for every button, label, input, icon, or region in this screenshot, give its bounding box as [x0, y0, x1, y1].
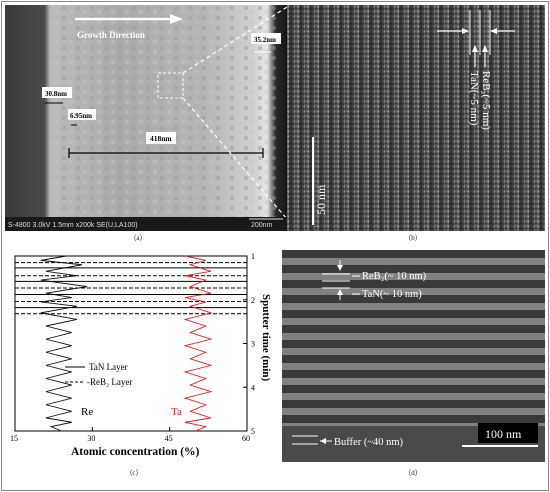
growth-arrow-icon [170, 14, 183, 24]
caption-c: （c） [125, 469, 143, 477]
scale-100nm: 100 nm [485, 427, 522, 441]
caption-d: （d） [404, 469, 422, 477]
panel-d-tem-image: ReB₂(~ 10 nm) TaN(~ 10 nm) Buffer (~40 n… [282, 250, 545, 462]
arrow-left-icon [490, 28, 497, 34]
buffer-arrow-icon [320, 438, 326, 444]
legend-tan: TaN Layer [89, 362, 128, 372]
scale-50nm: 50 nm [314, 184, 328, 215]
panel-c-chart: 15 30 45 60 1 2 3 4 5 TaN Layer -ReB₂ Layer Re T… [5, 249, 275, 463]
growth-direction-label: Growth Direction [77, 30, 145, 40]
y-tick-label: 5 [251, 427, 255, 436]
plot-area [14, 255, 248, 432]
arrow-right-icon [462, 28, 469, 34]
x-tick-label: 45 [165, 434, 173, 443]
measure-35-2: 35.2nm [254, 36, 276, 44]
label-tan-10nm: TaN(~ 10 nm) [362, 289, 422, 300]
scale-box [478, 423, 538, 443]
x-tick-label: 60 [242, 434, 250, 443]
y-tick-label: 2 [251, 296, 255, 305]
legend-reb2: -ReB₂ Layer [87, 377, 132, 387]
measure-30-8: 30.8nm [45, 90, 67, 98]
y-tick-label: 1 [251, 252, 255, 261]
x-tick-label: 15 [10, 434, 18, 443]
sem-info-text: S-4800 3.0kV 1.5mm x200k SE(U,LA100) [8, 222, 138, 229]
label-reb2-10nm: ReB₂(~ 10 nm) [362, 271, 427, 282]
series-ta-line [183, 255, 213, 432]
label-buffer: Buffer (~40 nm) [334, 437, 404, 448]
zoom-box [157, 72, 184, 99]
label-reb2-5nm: ReB₂(~5 nm) [480, 71, 492, 130]
series-label-ta: Ta [171, 406, 182, 418]
measure-6-95: 6.95nm [70, 112, 92, 120]
sem-scale-text: 200nm [251, 222, 273, 229]
panel-a-sem-image: Growth Direction 35.2nm 30.8nm 6.95nm 41… [5, 5, 287, 231]
x-tick-label: 30 [87, 434, 95, 443]
y-tick-label: 4 [251, 383, 255, 392]
measure-418: 418nm [150, 134, 172, 143]
caption-a: （a） [129, 234, 147, 242]
series-re-line [40, 255, 88, 432]
series-label-re: Re [81, 406, 93, 418]
x-axis-label: Atomic concentration (%) [71, 446, 200, 458]
y-tick-label: 3 [251, 340, 255, 349]
panel-b-tem-image: TaN(~5 nm) ReB₂(~5 nm) 50 nm [287, 5, 545, 231]
y-axis-label: Sputter time (min) [260, 294, 272, 382]
label-tan-5nm: TaN(~5 nm) [468, 71, 480, 126]
sem-info-bar [5, 217, 287, 231]
caption-b: （b） [404, 234, 422, 242]
